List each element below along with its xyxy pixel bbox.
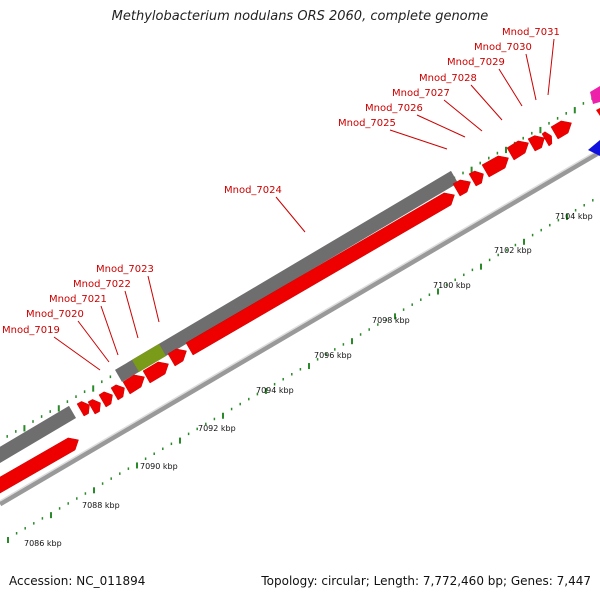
cds-arrow	[527, 135, 545, 152]
scale-label: 7088 kbp	[82, 501, 120, 510]
gene-bar-highlight	[132, 343, 166, 372]
gene-bar	[115, 170, 458, 382]
cds-track	[0, 120, 572, 494]
inner-tick-ring	[7, 199, 594, 543]
gene-label: Mnod_7026	[365, 103, 423, 114]
label-connector	[389, 129, 448, 150]
backbone-highlight	[0, 148, 600, 502]
scale-label: 7094 kbp	[256, 386, 294, 395]
cds-arrow	[167, 348, 187, 367]
scale-label: 7098 kbp	[372, 316, 410, 325]
scale-label: 7086 kbp	[24, 539, 62, 548]
cds-arrow	[110, 384, 125, 401]
gene-label: Mnod_7030	[474, 42, 532, 53]
gene-bar	[0, 405, 76, 464]
cds-arrow	[452, 179, 471, 197]
scale-label: 7096 kbp	[314, 351, 352, 360]
label-connector	[470, 84, 503, 121]
cds-arrow	[468, 170, 484, 187]
scale-labels: 7086 kbp 7088 kbp 7090 kbp 7092 kbp 7094 kbp…	[24, 212, 593, 548]
label-connector	[498, 68, 523, 107]
neighbor-gene-blue	[588, 140, 600, 156]
label-connector	[525, 53, 537, 101]
cds-arrow	[541, 131, 553, 147]
scale-label: 7104 kbp	[555, 212, 593, 221]
gene-labels: Mnod_7019 Mnod_7020 Mnod_7021 Mnod_7022 Mnod…	[2, 27, 560, 336]
topology-text: Topology: circular; Length: 7,772,460 bp…	[261, 574, 591, 588]
gene-label: Mnod_7020	[26, 309, 84, 320]
neighbor-features	[588, 86, 600, 156]
gene-label: Mnod_7031	[502, 27, 560, 38]
gene-label: Mnod_7022	[73, 279, 131, 290]
label-connector	[275, 196, 306, 233]
scale-label: 7092 kbp	[198, 424, 236, 433]
gene-label: Mnod_7024	[224, 185, 282, 196]
label-connector	[77, 320, 110, 363]
gene-label: Mnod_7029	[447, 57, 505, 68]
label-connector	[53, 336, 101, 371]
label-connector	[547, 38, 555, 96]
cds-arrow	[87, 399, 101, 415]
gene-label: Mnod_7021	[49, 294, 107, 305]
gene-label: Mnod_7025	[338, 118, 396, 129]
label-connector	[147, 275, 160, 323]
label-connector	[443, 99, 483, 132]
cds-arrow	[98, 391, 113, 408]
cds-arrow	[0, 437, 79, 494]
label-connector	[124, 290, 139, 339]
label-connector	[416, 114, 466, 138]
accession-text: Accession: NC_011894	[9, 574, 146, 588]
cds-arrow	[122, 374, 145, 395]
gene-label: Mnod_7027	[392, 88, 450, 99]
backbone-track	[0, 148, 600, 507]
gene-label: Mnod_7028	[419, 73, 477, 84]
cds-arrow	[76, 401, 90, 417]
scale-label: 7090 kbp	[140, 462, 178, 471]
cds-arrow	[550, 120, 572, 140]
cds-arrow	[506, 140, 529, 161]
cds-arrow	[142, 361, 169, 384]
gene-label: Mnod_7019	[2, 325, 60, 336]
scale-label: 7100 kbp	[433, 281, 471, 290]
gene-bars	[0, 170, 458, 464]
label-connector	[100, 305, 119, 356]
backbone-line	[0, 149, 600, 507]
neighbor-cds	[596, 108, 600, 116]
gene-label: Mnod_7023	[96, 264, 154, 275]
cds-arrow	[481, 155, 509, 178]
map-title: Methylobacterium nodulans ORS 2060, comp…	[111, 9, 489, 24]
label-connectors	[53, 38, 555, 371]
scale-label: 7102 kbp	[494, 246, 532, 255]
cds-arrow	[185, 192, 455, 356]
neighbor-gene-magenta	[590, 86, 600, 104]
